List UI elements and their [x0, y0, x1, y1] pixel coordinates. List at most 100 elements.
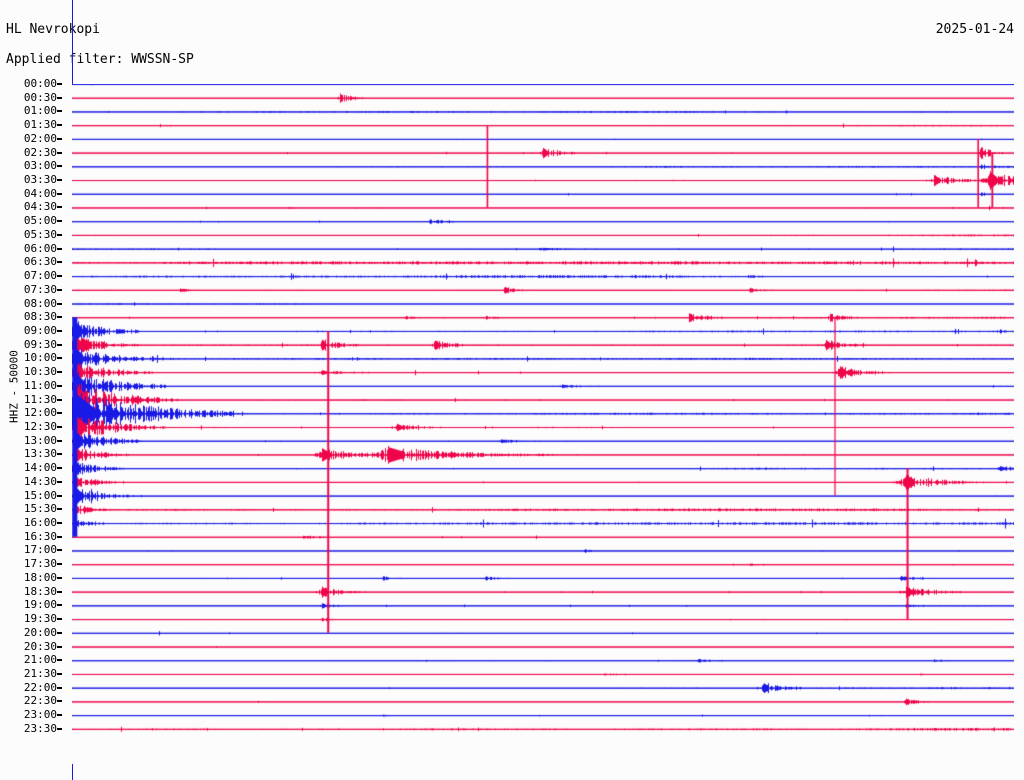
- time-tick: [57, 275, 62, 278]
- time-label: 22:00: [23, 680, 57, 694]
- time-label: 14:30: [23, 474, 57, 488]
- time-label: 08:00: [23, 296, 57, 310]
- time-label: 16:30: [23, 529, 57, 543]
- time-tick: [57, 83, 62, 85]
- time-tick: [57, 467, 62, 470]
- time-tick: [57, 233, 62, 236]
- time-label: 19:30: [23, 612, 57, 626]
- time-label: 20:30: [23, 639, 57, 653]
- time-label: 04:30: [23, 200, 57, 214]
- time-tick: [57, 357, 62, 360]
- time-label: 21:00: [23, 653, 57, 667]
- time-label: 15:00: [23, 488, 57, 502]
- time-tick: [57, 700, 62, 703]
- time-tick: [57, 686, 62, 689]
- time-tick: [57, 206, 62, 209]
- time-tick: [57, 288, 62, 291]
- time-label: 04:00: [23, 186, 57, 200]
- time-label: 13:00: [23, 433, 57, 447]
- time-tick: [57, 329, 62, 332]
- time-label: 07:30: [23, 282, 57, 296]
- time-label: 15:30: [23, 502, 57, 516]
- time-tick: [57, 247, 62, 250]
- time-tick: [57, 508, 62, 511]
- time-label: 10:00: [23, 351, 57, 365]
- time-tick: [57, 714, 62, 717]
- time-tick: [57, 371, 62, 374]
- time-label: 10:30: [23, 365, 57, 379]
- time-tick: [57, 96, 62, 99]
- time-label: 05:00: [23, 214, 57, 228]
- date-label: 2025-01-24: [935, 22, 1014, 37]
- time-label: 01:00: [23, 104, 57, 118]
- time-tick: [57, 124, 62, 127]
- time-tick: [57, 522, 62, 525]
- time-tick: [57, 398, 62, 401]
- time-label: 06:30: [23, 255, 57, 269]
- time-tick: [57, 261, 62, 264]
- time-tick: [57, 439, 62, 442]
- time-label: 09:30: [23, 337, 57, 351]
- time-tick: [57, 110, 62, 113]
- time-tick: [57, 590, 62, 593]
- time-label: 14:00: [23, 461, 57, 475]
- time-tick: [57, 549, 62, 552]
- time-label: 03:30: [23, 173, 57, 187]
- time-label: 11:30: [23, 392, 57, 406]
- time-label: 12:00: [23, 406, 57, 420]
- time-tick: [57, 220, 62, 223]
- time-tick: [57, 192, 62, 195]
- time-tick: [57, 426, 62, 428]
- time-label: 20:00: [23, 625, 57, 639]
- time-tick: [57, 631, 62, 634]
- time-tick: [57, 659, 62, 662]
- time-label: 23:00: [23, 708, 57, 722]
- time-label: 01:30: [23, 118, 57, 132]
- time-label: 05:30: [23, 227, 57, 241]
- time-tick: [57, 165, 62, 168]
- time-tick: [57, 480, 62, 483]
- time-label: 22:30: [23, 694, 57, 708]
- time-label: 00:30: [23, 90, 57, 104]
- time-tick: [57, 412, 62, 415]
- time-label: 17:00: [23, 543, 57, 557]
- time-tick: [57, 494, 62, 497]
- time-tick: [57, 727, 62, 730]
- applied-filter-label: Applied filter: WWSSN-SP: [6, 52, 194, 67]
- time-label: 00:00: [23, 77, 57, 90]
- time-tick: [57, 672, 62, 675]
- time-tick: [57, 576, 62, 579]
- time-label: 03:00: [23, 159, 57, 173]
- time-tick: [57, 535, 62, 538]
- time-label: 21:30: [23, 666, 57, 680]
- time-tick: [57, 343, 62, 346]
- time-label: 16:00: [23, 516, 57, 530]
- helicorder-plot: [72, 84, 1014, 764]
- time-label: 06:00: [23, 241, 57, 255]
- time-label: 02:30: [23, 145, 57, 159]
- time-tick: [57, 179, 62, 182]
- time-label: 08:30: [23, 310, 57, 324]
- time-label: 19:00: [23, 598, 57, 612]
- time-tick: [57, 316, 62, 319]
- time-label: 11:00: [23, 378, 57, 392]
- time-label: 02:00: [23, 131, 57, 145]
- time-label: 17:30: [23, 557, 57, 571]
- time-tick: [57, 302, 62, 305]
- time-label: 07:00: [23, 269, 57, 283]
- time-label: 18:30: [23, 584, 57, 598]
- time-tick: [57, 604, 62, 607]
- time-label: 23:30: [23, 721, 57, 735]
- time-tick: [57, 645, 62, 648]
- time-axis-labels: 00:00 00:30 01:00 01:30 02:00 02:30 03:00 03:30…: [0, 0, 62, 780]
- time-tick: [57, 563, 62, 566]
- time-tick: [57, 137, 62, 140]
- time-label: 12:30: [23, 420, 57, 433]
- time-tick: [57, 618, 62, 621]
- time-label: 13:30: [23, 447, 57, 461]
- time-tick: [57, 151, 62, 154]
- time-label: 09:00: [23, 323, 57, 337]
- time-tick: [57, 384, 62, 387]
- time-tick: [57, 453, 62, 456]
